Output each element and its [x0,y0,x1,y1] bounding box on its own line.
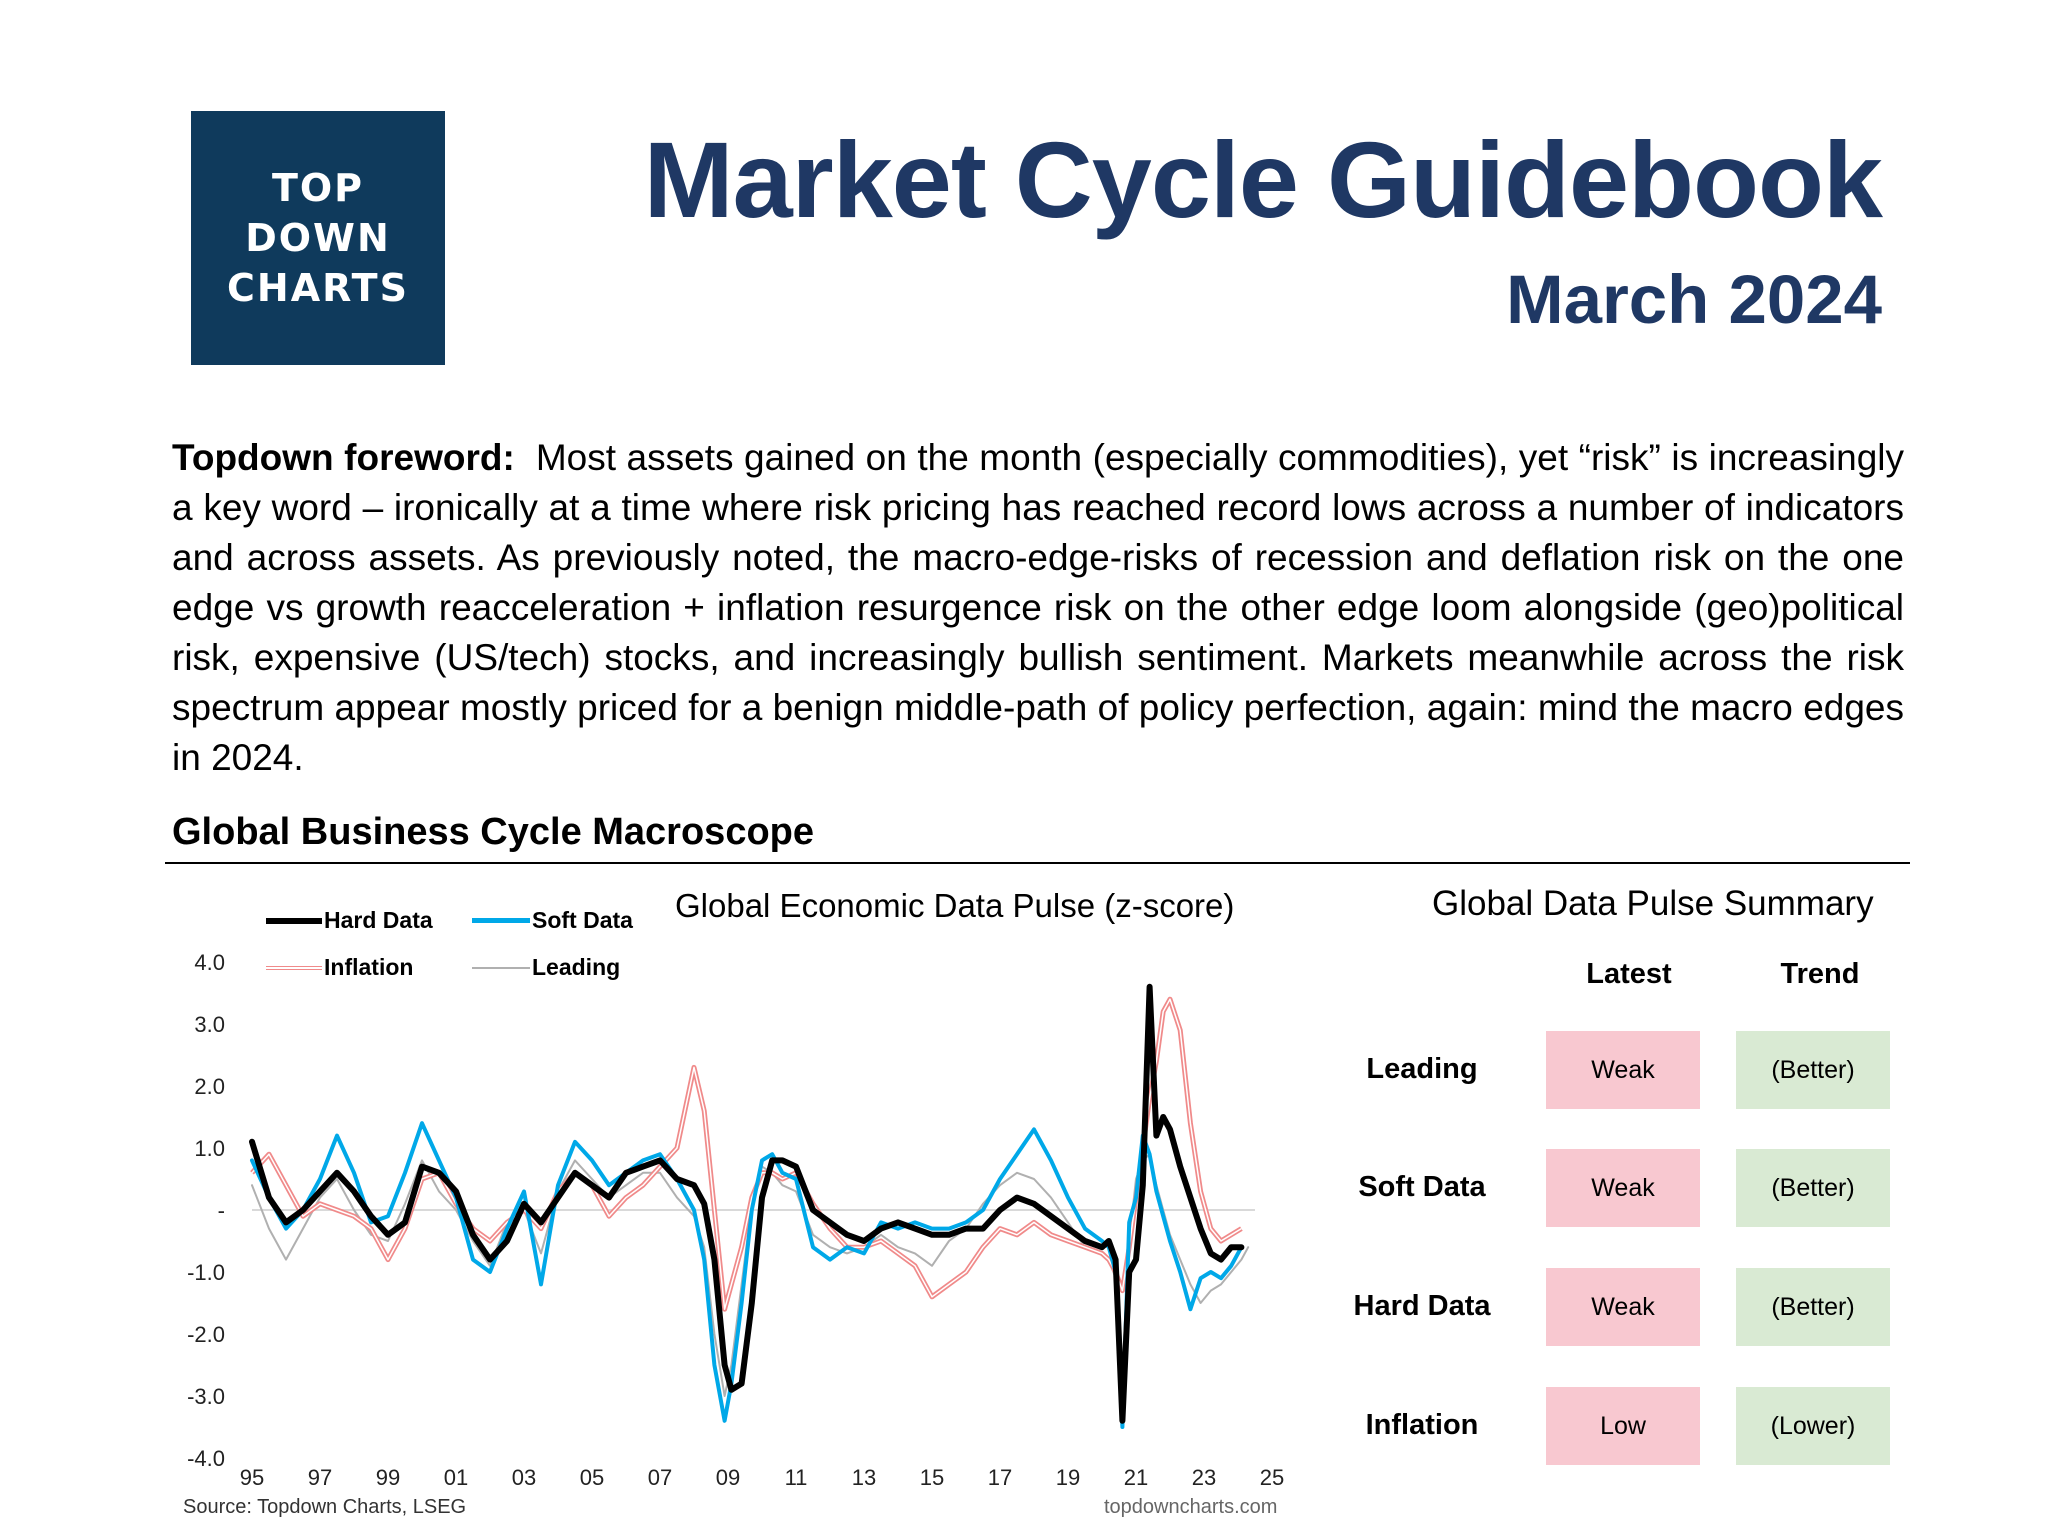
x-tick-label: 23 [1192,1465,1216,1490]
x-tick-label: 21 [1124,1465,1148,1490]
x-tick-label: 15 [920,1465,944,1490]
x-tick-label: 05 [580,1465,604,1490]
x-tick-label: 07 [648,1465,672,1490]
section-divider [165,862,1910,864]
y-tick-label: 4.0 [194,950,225,975]
foreword-paragraph: Topdown foreword: Most assets gained on … [172,433,1904,783]
leading-line [251,1153,1250,1397]
y-tick-label: -3.0 [187,1384,225,1409]
x-tick-label: 09 [716,1465,740,1490]
x-tick-label: 97 [308,1465,332,1490]
logo-line-3: CHARTS [227,266,409,310]
x-tick-label: 99 [376,1465,400,1490]
summary-trend-cell: (Lower) [1736,1387,1890,1465]
x-tick-label: 03 [512,1465,536,1490]
x-tick-label: 11 [785,1465,808,1490]
x-tick-label: 19 [1056,1465,1080,1490]
x-tick-label: 25 [1260,1465,1284,1490]
y-tick-label: 3.0 [194,1012,225,1037]
legend-swatch-inflation [266,965,322,970]
x-tick-label: 95 [240,1465,264,1490]
summary-col-latest: Latest [1586,958,1672,990]
chart-source-note: Source: Topdown Charts, LSEG [183,1496,467,1518]
summary-trend-cell: (Better) [1736,1149,1890,1227]
page-subtitle-date: March 2024 [1506,261,1882,338]
legend-label-hard-data: Hard Data [324,907,433,933]
y-tick-label: -2.0 [187,1322,225,1347]
summary-trend-cell: (Better) [1736,1268,1890,1346]
foreword-text: Most assets gained on the month (especia… [172,437,1904,778]
summary-row-label: Leading [1366,1053,1478,1085]
topdown-charts-logo: TOP DOWN CHARTS [191,111,445,365]
y-tick-label: - [218,1198,225,1223]
legend-leading: Leading [472,954,620,981]
x-tick-label: 01 [444,1465,468,1490]
summary-row-label: Soft Data [1358,1171,1486,1203]
soft-data-line [250,1121,1244,1429]
chart-watermark: topdowncharts.com [1104,1496,1278,1518]
page-title: Market Cycle Guidebook [643,119,1883,240]
summary-latest-cell: Weak [1546,1268,1700,1346]
x-tick-label: 13 [852,1465,876,1490]
summary-latest-cell: Weak [1546,1149,1700,1227]
legend-label-inflation: Inflation [324,954,414,980]
legend-inflation: Inflation [266,954,413,981]
foreword-label: Topdown foreword: [172,437,515,478]
summary-row-label: Hard Data [1353,1290,1491,1322]
logo-line-2: DOWN [245,216,391,260]
summary-title: Global Data Pulse Summary [1432,884,1874,923]
summary-latest-cell: Low [1546,1387,1700,1465]
legend-swatch-hard-data [266,917,322,924]
legend-soft-data: Soft Data [472,907,633,934]
legend-label-leading: Leading [532,954,621,980]
x-tick-label: 17 [988,1465,1012,1490]
legend-label-soft-data: Soft Data [532,907,633,933]
legend-swatch-soft-data [472,918,530,923]
legend-hard-data: Hard Data [266,907,433,934]
y-tick-label: 2.0 [194,1074,225,1099]
legend-swatch-leading [472,966,530,969]
summary-col-trend: Trend [1780,958,1860,990]
y-tick-label: -1.0 [187,1260,225,1285]
y-tick-label: -4.0 [187,1446,225,1471]
logo-line-1: TOP [271,166,365,210]
summary-latest-cell: Weak [1546,1031,1700,1109]
y-tick-label: 1.0 [194,1136,225,1161]
chart-title: Global Economic Data Pulse (z-score) [675,887,1235,924]
summary-trend-cell: (Better) [1736,1031,1890,1109]
section-title: Global Business Cycle Macroscope [172,811,815,853]
summary-row-label: Inflation [1365,1409,1479,1441]
hard-data-line [249,983,1245,1424]
